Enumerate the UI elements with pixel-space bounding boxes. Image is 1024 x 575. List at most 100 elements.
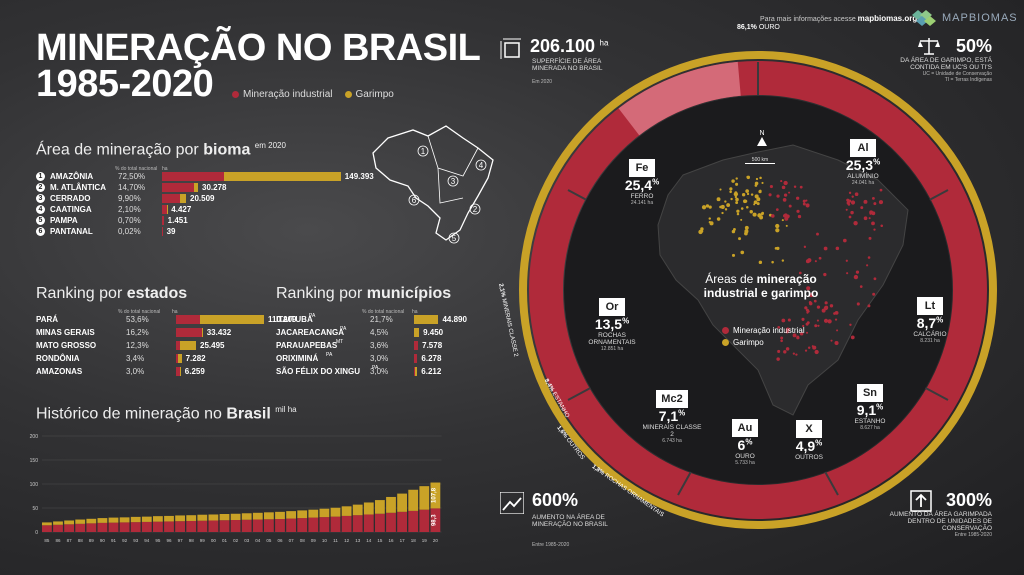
estados-row-pct: 53,6% <box>126 315 149 324</box>
bioma-bar-industrial <box>162 172 225 181</box>
bar-garimpo <box>241 513 252 520</box>
bar-industrial <box>141 521 152 532</box>
garimpo-uc-value: 50% <box>955 36 992 56</box>
garimpo-uc-sub2: TI = Terras Indígenas <box>944 77 992 83</box>
mine-dot <box>780 339 783 343</box>
bar-garimpo <box>264 512 274 520</box>
y-tick-label: 100 <box>30 482 39 488</box>
page-title: MINERAÇÃO NO BRASIL 1985-2020 <box>36 29 481 103</box>
map-garimpo-dot-icon <box>722 339 729 347</box>
garimpo-ucs-value: 300% <box>945 490 992 510</box>
mine-dot <box>817 324 820 327</box>
mine-dot <box>854 192 859 197</box>
mine-dot <box>774 247 778 250</box>
bar-garimpo <box>252 512 263 520</box>
mineral-element: Or 13,5% ROCHAS ORNAMENTAIS 12.851 ha <box>582 297 642 352</box>
bioma-row-pct: 0,02% <box>118 227 141 236</box>
mine-dot <box>776 357 780 361</box>
mine-dot <box>775 223 780 229</box>
bar-industrial <box>230 520 241 532</box>
bioma-row-name: M. ATLÂNTICA <box>50 183 106 192</box>
area-desc: SUPERFÍCIE DE ÁREA MINERADA NO BRASIL <box>532 58 603 72</box>
element-pct: 8,7% <box>900 315 960 331</box>
map-num-3: 3 <box>451 177 456 186</box>
mine-dot <box>848 199 852 203</box>
element-symbol-box: Lt <box>917 297 943 315</box>
mine-dot <box>724 208 728 211</box>
header-site-link[interactable]: mapbiomas.org <box>857 14 918 23</box>
x-tick-label: 12 <box>344 538 350 543</box>
estados-row-pct: 3,4% <box>126 354 145 363</box>
x-tick-label: 01 <box>222 538 228 543</box>
bar-industrial <box>352 515 363 532</box>
estados-row-value: 33.432 <box>206 328 232 337</box>
estados-bar-industrial <box>176 354 179 363</box>
mine-dot <box>795 353 798 356</box>
garimpo-uc-sub1: UC = Unidade de Conservação <box>922 71 992 77</box>
bar-industrial <box>341 515 352 532</box>
mine-dot <box>823 246 828 251</box>
element-symbol: Sn <box>862 387 878 399</box>
bioma-bar-garimpo <box>180 194 186 203</box>
mine-dot <box>809 293 814 298</box>
element-name: OUTROS <box>795 454 823 461</box>
mine-dot <box>782 198 787 202</box>
mine-dot <box>733 191 739 197</box>
municipios-row-uf: PA <box>340 326 347 332</box>
element-pct: 6% <box>715 437 775 453</box>
mine-dot <box>700 230 704 233</box>
mine-dot <box>802 202 806 206</box>
bioma-bar-industrial <box>162 194 180 203</box>
mineral-element: Au 6% OURO 5.733 ha <box>715 418 775 466</box>
mine-dot <box>759 215 764 220</box>
mine-dot <box>746 206 749 209</box>
bioma-bar-industrial <box>162 227 163 236</box>
stat-garimpo-uc: 50% DA ÁREA DE GARIMPO, ESTÁ CONTIDA EM … <box>900 36 992 83</box>
mineral-element: Al 25,3% ALUMÍNIO 24.041 ha <box>833 138 893 186</box>
x-tick-label: 88 <box>78 538 84 543</box>
estados-row-pct: 3,0% <box>126 367 145 376</box>
x-tick-label: 00 <box>211 538 217 543</box>
mine-dot <box>785 327 791 332</box>
bar-industrial <box>119 522 130 532</box>
area-value: 206.100 <box>530 36 596 56</box>
mine-dot <box>740 250 745 255</box>
mine-dot <box>701 205 707 210</box>
mine-dot <box>787 318 791 322</box>
bar-garimpo <box>286 511 296 519</box>
bar-industrial <box>219 520 230 532</box>
mine-dot <box>805 331 809 334</box>
ring-ouro-label: 86,1% OURO <box>737 24 780 31</box>
x-tick-label: 91 <box>111 538 117 543</box>
mine-dot <box>830 339 833 342</box>
mine-dot <box>744 225 749 230</box>
scale-bar: 500 km <box>745 157 775 164</box>
estados-bar-garimpo <box>178 354 182 363</box>
map-legend-garimpo: Garimpo <box>733 338 764 347</box>
x-tick-label: 99 <box>200 538 206 543</box>
x-tick-label: 13 <box>355 538 361 543</box>
map-title-bold: mineração industrial e garimpo <box>703 272 819 300</box>
element-symbol-box: X <box>796 420 822 438</box>
mine-dot <box>850 335 855 340</box>
element-symbol-box: Au <box>732 419 758 437</box>
legend-garimpo: Garimpo <box>344 89 394 100</box>
mine-dot <box>796 209 800 213</box>
bar-industrial <box>64 524 74 532</box>
municipios-row-name: ITAITUBA <box>276 315 313 324</box>
bioma-row-value: 20.509 <box>190 194 215 203</box>
municipios-title-bold: municípios <box>366 285 452 302</box>
municipios-bar-industrial <box>414 367 415 376</box>
bioma-bar-garimpo <box>224 172 341 181</box>
estados-row-value: 7.282 <box>185 354 206 363</box>
x-tick-label: 92 <box>122 538 128 543</box>
percent-sign: % <box>815 438 823 448</box>
bar-garimpo <box>341 506 352 516</box>
header-info: Para mais informações acesse mapbiomas.o… <box>760 14 917 23</box>
mine-dot <box>781 219 784 222</box>
label-garimpo: 107,8 <box>431 487 437 503</box>
area-unit: ha <box>599 38 609 48</box>
municipios-row-pct: 21,7% <box>370 315 393 324</box>
mine-dot <box>805 199 808 202</box>
ouro-pct: 86,1% <box>737 24 757 31</box>
